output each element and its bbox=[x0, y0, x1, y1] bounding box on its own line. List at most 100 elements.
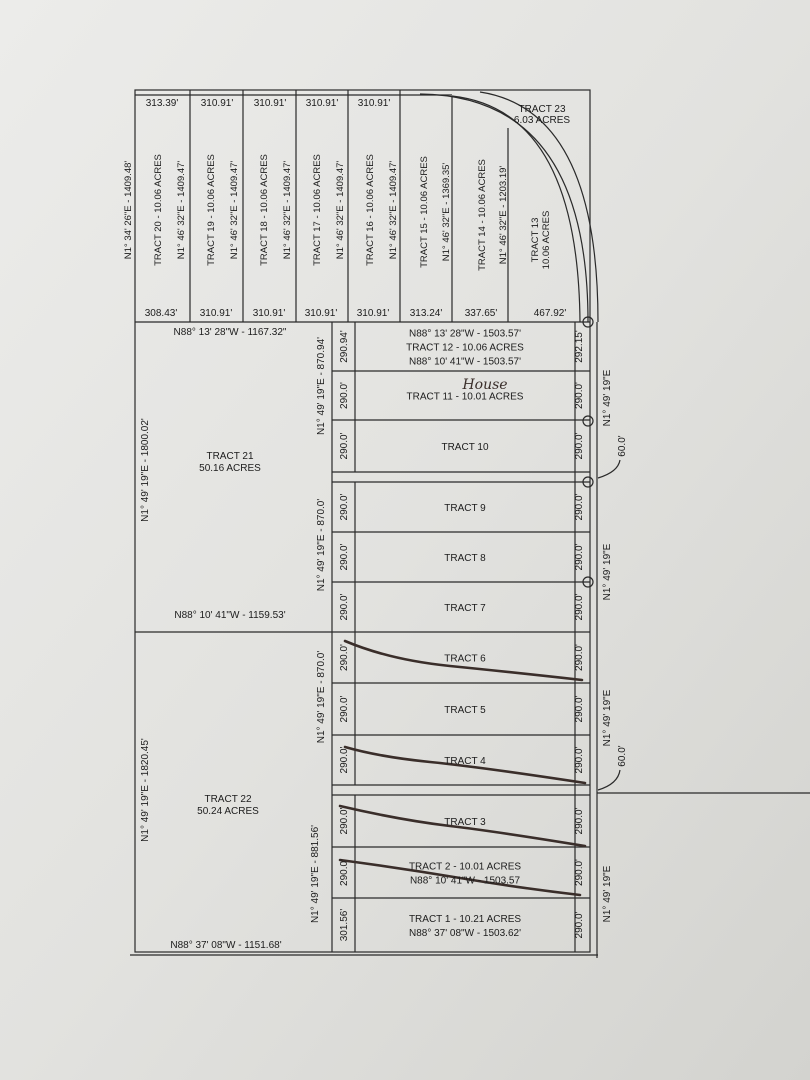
tract-21-left-bearing: N1° 49' 19"E - 1800.02' bbox=[140, 418, 151, 522]
tract-left-length: 290.0' bbox=[339, 859, 350, 886]
road-width: 60.0' bbox=[617, 435, 628, 456]
top-length: 310.91' bbox=[201, 98, 234, 109]
tract-left-length: 301.56' bbox=[339, 909, 350, 942]
tract-label: TRACT 15 - 10.06 ACRES bbox=[419, 156, 430, 268]
bottom-length: 310.91' bbox=[305, 308, 338, 319]
bottom-length: 467.92' bbox=[534, 308, 567, 319]
bottom-length: 337.65' bbox=[465, 308, 498, 319]
tract-label: TRACT 14 - 10.06 ACRES bbox=[477, 159, 488, 271]
tract-bearing: N1° 46' 32"E - 1409.47' bbox=[176, 161, 187, 260]
tract-left-length: 290.0' bbox=[339, 644, 350, 671]
tract-bearing: N1° 46' 32"E - 1409.47' bbox=[282, 161, 293, 260]
bottom-length: 313.24' bbox=[410, 308, 443, 319]
tract-right-length: 290.0' bbox=[574, 911, 585, 938]
right-bearing: N1° 49' 19"E bbox=[602, 865, 613, 922]
tract-line-text: TRACT 12 - 10.06 ACRES bbox=[406, 343, 524, 354]
tract-21-right-bearing: N1° 49' 19"E - 870.94' bbox=[316, 337, 327, 435]
tract-right-length: 290.0' bbox=[574, 543, 585, 570]
tract-line-text: N88° 10' 41"W - 1503.57 bbox=[410, 876, 521, 887]
tract-label: TRACT 16 - 10.06 ACRES bbox=[365, 154, 376, 266]
tract-22: N88° 10' 41"W - 1159.53' TRACT 22 50.24 … bbox=[140, 610, 327, 951]
bottom-length: 310.91' bbox=[357, 308, 390, 319]
top-length: 310.91' bbox=[358, 98, 391, 109]
tract-right-length: 290.0' bbox=[574, 746, 585, 773]
lower-tracts: N88° 13' 28"W - 1503.57' TRACT 12 - 10.06… bbox=[339, 329, 585, 942]
tract-label: TRACT 6 bbox=[444, 654, 486, 665]
tract-line-text: N88° 37' 08"W - 1503.62' bbox=[409, 928, 521, 939]
survey-marker-icon bbox=[582, 316, 594, 328]
bottom-length: 308.43' bbox=[145, 308, 178, 319]
tract-21-top-bearing: N88° 13' 28"W - 1167.32" bbox=[174, 327, 287, 338]
tract-label: TRACT 5 bbox=[444, 705, 486, 716]
tract-left-length: 290.0' bbox=[339, 746, 350, 773]
right-bearing: N1° 49' 19"E bbox=[602, 369, 613, 426]
tract-bearing: N1° 46' 32"E - 1203.19' bbox=[498, 166, 509, 265]
tract-right-length: 290.0' bbox=[574, 382, 585, 409]
tract-23-acres: 6.03 ACRES bbox=[514, 115, 570, 126]
right-bearing: N1° 49' 19"E bbox=[602, 689, 613, 746]
boundary-lines bbox=[130, 89, 810, 958]
top-length: 310.91' bbox=[306, 98, 339, 109]
tract-22-bottom-bearing: N88° 37' 08"W - 1151.68' bbox=[170, 940, 281, 951]
tract-left-length: 290.0' bbox=[339, 382, 350, 409]
tract-label: TRACT 18 - 10.06 ACRES bbox=[259, 154, 270, 266]
tract-21-acres: 50.16 ACRES bbox=[199, 463, 261, 474]
tract-label: TRACT 2 - 10.01 ACRES bbox=[409, 862, 521, 873]
survey-marker-icon bbox=[582, 415, 594, 427]
tract-label: TRACT 9 bbox=[444, 503, 486, 514]
handwritten-marks bbox=[338, 639, 587, 897]
survey-markers bbox=[582, 316, 594, 588]
top-length: 310.91' bbox=[254, 98, 287, 109]
tract-21-name: TRACT 21 bbox=[206, 451, 253, 462]
tract-right-length: 290.0' bbox=[574, 695, 585, 722]
tract-label: TRACT 3 bbox=[444, 817, 486, 828]
tract-bearing: N1° 46' 32"E - 1409.47' bbox=[229, 161, 240, 260]
dimension-arrow-icon bbox=[597, 769, 621, 791]
tract-22-acres: 50.24 ACRES bbox=[197, 806, 259, 817]
survey-marker-icon bbox=[582, 476, 594, 488]
top-section: N1° 34' 26"E - 1409.48' 313.39' 310.91' … bbox=[123, 98, 570, 319]
tract-bearing: N1° 46' 32"E - 1369.35' bbox=[441, 163, 452, 262]
tract-22-top-bearing: N88° 10' 41"W - 1159.53' bbox=[174, 610, 285, 621]
tract-right-length: 290.0' bbox=[574, 493, 585, 520]
bottom-length: 310.91' bbox=[253, 308, 286, 319]
tract-21: N88° 13' 28"W - 1167.32" TRACT 21 50.16 … bbox=[140, 327, 327, 591]
tract-right-length: 292.15' bbox=[574, 330, 585, 363]
tract-label: TRACT 11 - 10.01 ACRES bbox=[407, 392, 524, 403]
tract-label: TRACT 7 bbox=[444, 603, 486, 614]
tract-label: TRACT 1 - 10.21 ACRES bbox=[409, 914, 521, 925]
tract-left-length: 290.0' bbox=[339, 593, 350, 620]
tract-label: TRACT 10 bbox=[441, 442, 488, 453]
tract-left-length: 290.94' bbox=[339, 330, 350, 363]
tract-right-length: 290.0' bbox=[574, 644, 585, 671]
tract-21-right-bearing: N1° 49' 19"E - 870.0' bbox=[316, 499, 327, 592]
tract-left-length: 290.0' bbox=[339, 695, 350, 722]
tract-22-left-bearing: N1° 49' 19"E - 1820.45' bbox=[140, 738, 151, 842]
tract-13-acres: 10.06 ACRES bbox=[541, 211, 552, 270]
right-bearing: N1° 49' 19"E bbox=[602, 543, 613, 600]
tract-right-length: 290.0' bbox=[574, 432, 585, 459]
tract-22-right-bearing: N1° 49' 19"E - 870.0' bbox=[316, 651, 327, 744]
tract-right-length: 290.0' bbox=[574, 859, 585, 886]
dimension-arrow-icon bbox=[597, 459, 621, 479]
tract-13-name: TRACT 13 bbox=[530, 218, 541, 263]
tract-left-length: 290.0' bbox=[339, 493, 350, 520]
right-side-labels: N1° 49' 19"E N1° 49' 19"E N1° 49' 19"E N… bbox=[597, 369, 628, 922]
tract-23-name: TRACT 23 bbox=[518, 104, 565, 115]
tract-label: TRACT 8 bbox=[444, 553, 486, 564]
left-bearing: N1° 34' 26"E - 1409.48' bbox=[123, 161, 134, 260]
tract-left-length: 290.0' bbox=[339, 543, 350, 570]
bottom-length: 310.91' bbox=[200, 308, 233, 319]
tract-bearing: N1° 46' 32"E - 1409.47' bbox=[335, 161, 346, 260]
tract-line-text: N88° 13' 28"W - 1503.57' bbox=[409, 329, 521, 340]
tract-left-length: 290.0' bbox=[339, 807, 350, 834]
road-width: 60.0' bbox=[617, 745, 628, 766]
tract-right-length: 290.0' bbox=[574, 593, 585, 620]
tract-left-length: 290.0' bbox=[339, 432, 350, 459]
tract-line-text: N88° 10' 41"W - 1503.57' bbox=[409, 357, 521, 368]
tract-label: TRACT 17 - 10.06 ACRES bbox=[312, 154, 323, 266]
top-length: 313.39' bbox=[146, 98, 179, 109]
tract-label: TRACT 4 bbox=[444, 756, 486, 767]
